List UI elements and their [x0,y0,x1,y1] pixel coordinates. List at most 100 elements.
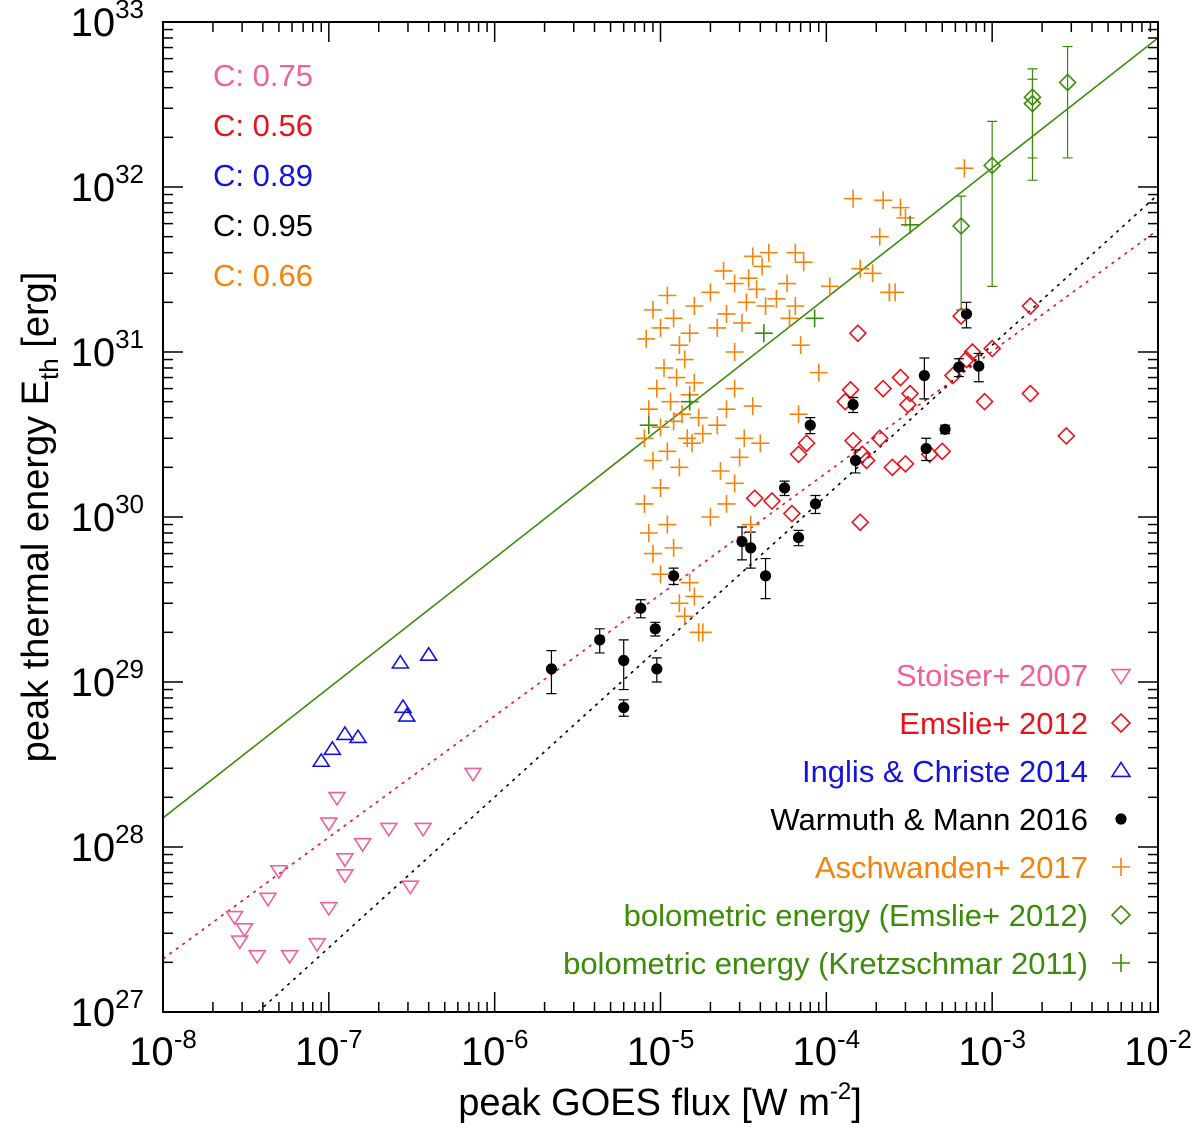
data-point [786,243,805,262]
data-point [717,400,736,419]
data-point [794,253,813,272]
data-point [269,864,289,880]
data-point [335,869,355,884]
x-tick-base: 10 [793,1030,838,1074]
data-point [791,336,810,355]
y-tick-label: 1027 [71,984,144,1035]
data-point [618,654,630,667]
data-point [743,397,762,416]
data-point [983,156,1002,175]
data-point [680,573,699,592]
data-point [675,350,694,369]
correlation-label: C: 0.75 [213,58,313,93]
legend-marker [1115,813,1127,825]
data-point [870,429,889,448]
legend-marker [1110,760,1132,778]
x-tick-exponent: -3 [1003,1024,1026,1054]
x-tick-base: 10 [958,1030,1003,1074]
y-tick-exponent: 28 [115,819,144,849]
data-point [1057,426,1076,446]
data-point [643,300,662,319]
series-5 [952,45,1077,311]
data-point [762,491,782,511]
data-point [651,478,670,497]
error-bar [956,195,967,311]
x-tick-base: 10 [461,1030,506,1074]
data-point [390,654,410,669]
legend: Stoiser+ 2007 Emslie+ 2012 Inglis & Christ… [563,658,1132,981]
data-point [778,482,791,494]
data-point [680,324,699,343]
data-point [849,454,862,467]
data-point [335,725,355,741]
data-point [725,474,744,493]
data-point [545,663,558,675]
legend-label: Warmuth & Mann 2016 [770,802,1088,837]
series-2 [311,646,439,768]
data-point [225,910,245,926]
y-axis-label: peak thermal energy Eth [erg] [15,272,64,763]
y-tick-exponent: 31 [115,324,144,354]
data-point [737,293,756,312]
x-tick-base: 10 [129,1030,174,1074]
data-point [751,434,770,453]
data-point [635,602,647,614]
data-point [327,791,347,807]
data-point [667,368,686,387]
data-point [280,949,300,965]
data-point [353,837,373,853]
data-point [891,368,910,387]
series-4 [635,159,974,642]
data-point [759,570,772,582]
y-tick-exponent: 29 [115,654,144,684]
data-point [673,405,692,424]
data-point [319,901,339,917]
data-point [952,216,971,236]
series-3 [545,301,985,717]
data-point [348,728,368,744]
data-point [836,392,855,411]
data-point [739,269,758,288]
data-point [1021,384,1040,403]
data-point [901,215,920,234]
data-point [651,663,663,675]
data-point [809,363,828,382]
data-point [880,283,899,302]
data-point [714,261,733,280]
data-point [664,412,683,431]
data-point [725,343,744,361]
data-point [920,442,932,455]
data-point [780,309,799,328]
y-tick-label: 1030 [71,489,144,540]
data-point [635,494,654,513]
series-0 [225,767,483,965]
data-point [789,445,808,464]
data-point [708,318,727,337]
data-point [820,277,839,296]
data-point [973,360,985,372]
data-point [668,570,680,582]
data-point [307,937,327,953]
x-label-main: peak GOES flux [W m [458,1082,830,1124]
data-point [841,380,860,399]
data-point [983,339,1002,358]
data-point [955,159,974,178]
data-point [853,445,872,464]
legend-marker [1110,668,1132,686]
data-point [311,752,331,768]
data-point [778,274,797,293]
data-point [960,308,973,320]
data-point [857,451,876,470]
x-tick-label: 10-6 [461,1024,529,1074]
data-point [678,429,697,448]
data-point [725,274,744,293]
data-point [809,498,822,510]
data-marks [225,45,1077,965]
x-tick-exponent: -8 [174,1024,197,1054]
data-point [711,462,730,481]
data-point [741,515,760,534]
series-1 [745,296,1076,532]
data-point [792,532,805,544]
x-tick-exponent: -6 [505,1024,528,1054]
data-point [463,767,483,783]
